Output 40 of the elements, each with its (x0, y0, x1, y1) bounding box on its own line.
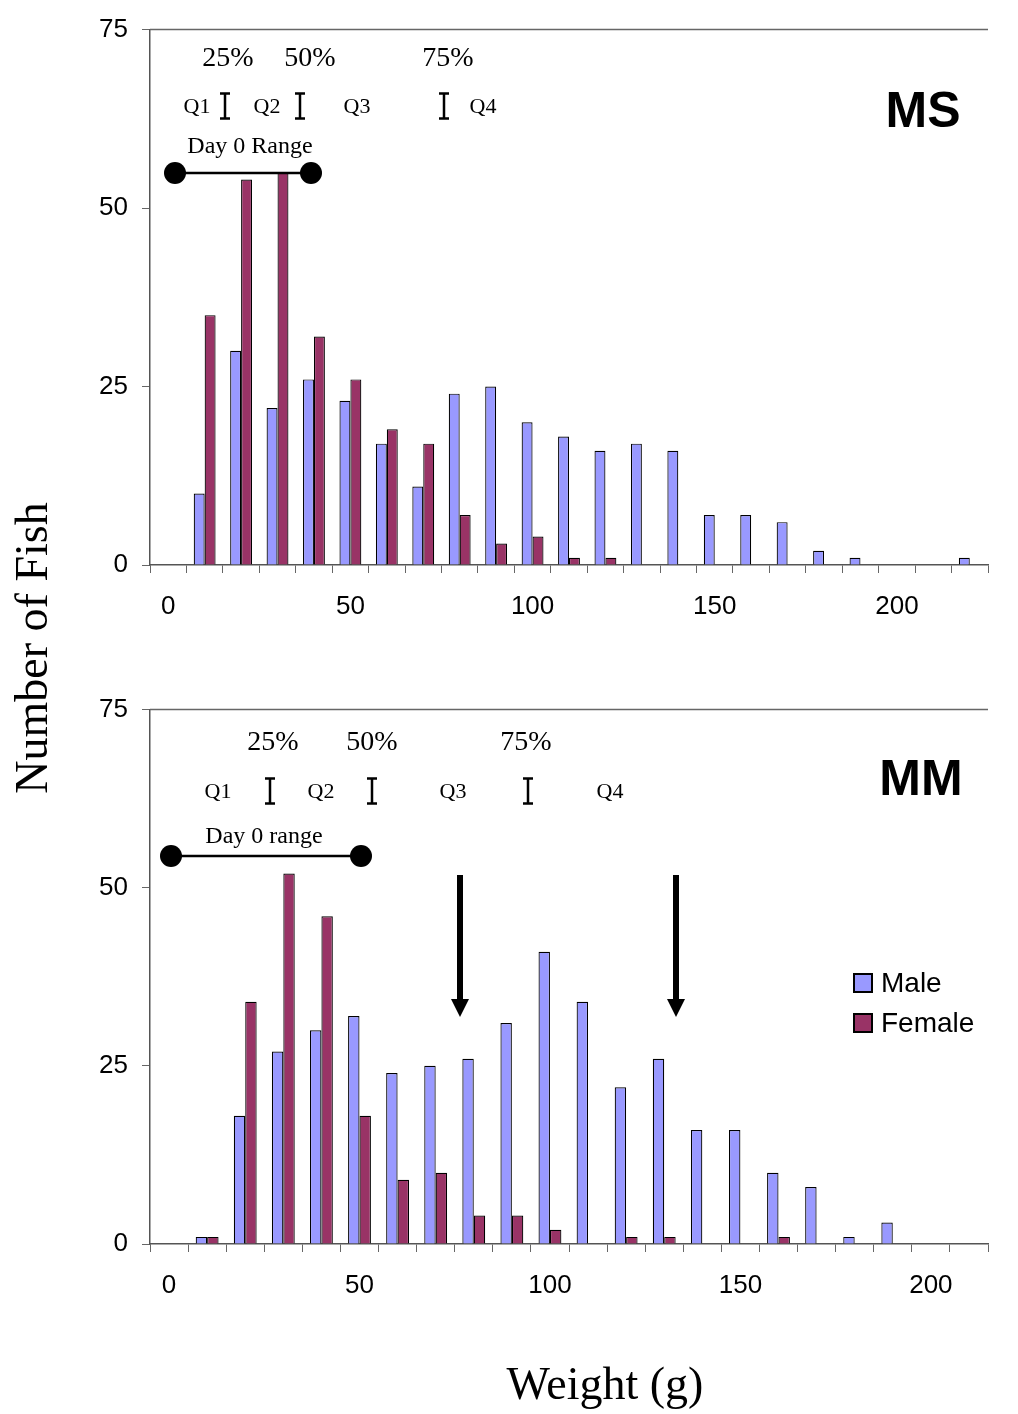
x-tick-label: 100 (510, 589, 555, 620)
annotation: Day 0 Range (187, 132, 313, 158)
annotation: Q3 (343, 93, 371, 118)
annotation: Q4 (469, 93, 497, 118)
annotation: 25% (202, 41, 254, 72)
text: MS (885, 82, 961, 138)
y-tick-label: 75 (99, 12, 128, 43)
x-axis-title: Weight (g) (506, 1358, 704, 1409)
annotation: 75% (422, 41, 474, 72)
annotation: 75% (500, 725, 552, 756)
x-tick-label: 200 (909, 1268, 953, 1299)
x-tick-label: 0 (161, 1268, 177, 1299)
x-tick-label: 0 (160, 589, 176, 620)
y-tick-label: 50 (99, 870, 128, 901)
y-tick-label: 25 (99, 369, 128, 400)
y-axis-title: Number of Fish (6, 502, 57, 794)
annotation: Q1 (204, 778, 232, 803)
x-tick-label: 150 (693, 589, 737, 620)
annotation: 25% (247, 725, 299, 756)
annotation: Q4 (596, 778, 624, 803)
x-tick-label: 150 (718, 1268, 763, 1299)
legend-label: Male (881, 967, 942, 998)
y-tick-label: 25 (99, 1049, 128, 1080)
y-tick-label: 0 (113, 1227, 128, 1258)
annotation: Q2 (307, 778, 335, 803)
legend-label: Female (881, 1007, 975, 1038)
annotation: 50% (284, 41, 336, 72)
annotation: Q2 (253, 93, 281, 118)
y-tick-label: 0 (113, 548, 128, 579)
annotation: Q1 (183, 93, 211, 118)
text: MM (879, 750, 963, 806)
y-tick-label: 75 (99, 692, 128, 723)
x-tick-label: 200 (875, 589, 919, 620)
annotation: Q3 (439, 778, 467, 803)
x-tick-label: 50 (335, 589, 365, 620)
x-tick-label: 50 (345, 1268, 374, 1299)
annotation: Day 0 range (205, 822, 323, 848)
annotation: 50% (346, 725, 398, 756)
x-tick-label: 100 (528, 1268, 572, 1299)
y-tick-label: 50 (99, 191, 128, 222)
